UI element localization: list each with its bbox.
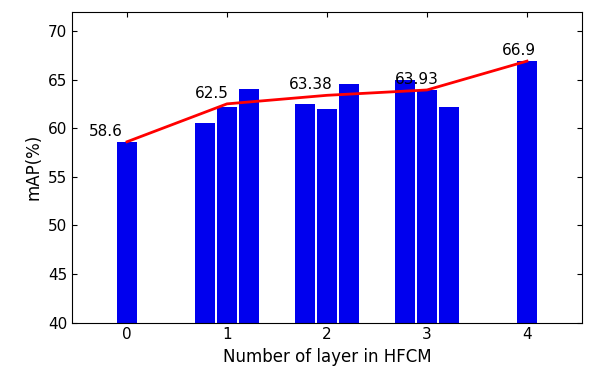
- Bar: [317, 109, 337, 323]
- Text: 66.9: 66.9: [502, 43, 536, 58]
- Text: 63.93: 63.93: [395, 72, 439, 87]
- Bar: [439, 107, 458, 323]
- Text: 58.6: 58.6: [89, 124, 123, 139]
- Text: 63.38: 63.38: [289, 78, 333, 93]
- Bar: [239, 89, 259, 323]
- Text: 62.5: 62.5: [195, 86, 229, 101]
- Bar: [340, 84, 359, 323]
- Bar: [517, 61, 536, 323]
- Bar: [295, 104, 314, 323]
- Bar: [196, 123, 215, 323]
- Bar: [395, 79, 415, 323]
- Bar: [118, 142, 137, 323]
- Bar: [418, 90, 437, 323]
- Bar: [217, 107, 236, 323]
- X-axis label: Number of layer in HFCM: Number of layer in HFCM: [223, 348, 431, 366]
- Y-axis label: mAP(%): mAP(%): [24, 134, 42, 200]
